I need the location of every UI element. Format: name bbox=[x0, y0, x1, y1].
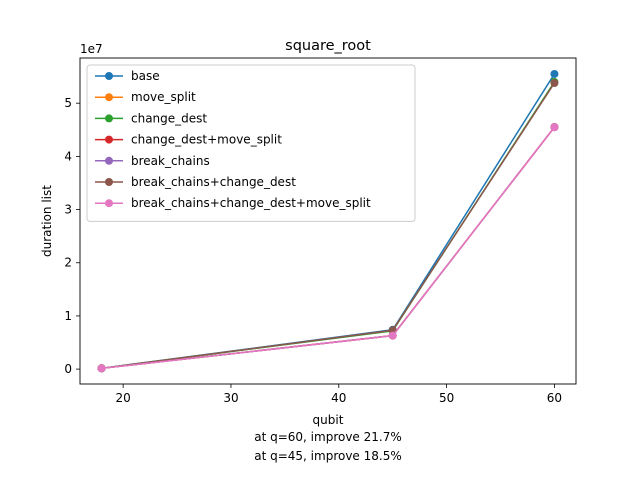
legend-marker bbox=[105, 135, 113, 144]
y-axis-offset-label: 1e7 bbox=[80, 42, 103, 56]
legend-label: break_chains bbox=[131, 154, 210, 168]
x-tick-label: 50 bbox=[439, 391, 454, 405]
legend-item: break_chains+change_dest+move_split bbox=[95, 196, 371, 210]
x-tick-label: 20 bbox=[115, 391, 130, 405]
legend-marker bbox=[105, 72, 113, 80]
data-point bbox=[550, 78, 559, 87]
y-tick-label: 5 bbox=[64, 96, 72, 110]
y-tick-label: 2 bbox=[64, 256, 72, 270]
legend-marker bbox=[105, 156, 113, 165]
legend-marker bbox=[105, 178, 113, 186]
annotation-line-2: at q=45, improve 18.5% bbox=[254, 449, 402, 463]
legend-box bbox=[86, 64, 416, 222]
legend-item: move_split bbox=[95, 90, 196, 104]
y-tick-label: 1 bbox=[64, 309, 72, 323]
y-tick-label: 4 bbox=[64, 149, 72, 163]
x-axis: 20 30 40 50 60 bbox=[115, 384, 562, 405]
axes-frame bbox=[79, 57, 577, 385]
legend-label: break_chains+change_dest bbox=[131, 175, 296, 189]
y-axis: 0 1 2 3 4 5 bbox=[64, 96, 80, 376]
legend-item: base bbox=[95, 69, 160, 83]
annotation-line-1: at q=60, improve 21.7% bbox=[254, 430, 402, 444]
legend-label: base bbox=[131, 69, 160, 83]
x-axis-label: qubit bbox=[313, 413, 344, 427]
legend-item: change_dest bbox=[95, 111, 207, 125]
x-tick-label: 60 bbox=[547, 391, 562, 405]
data-point bbox=[388, 331, 397, 340]
legend-label: change_dest+move_split bbox=[131, 133, 282, 147]
legend-label: break_chains+change_dest+move_split bbox=[131, 196, 371, 210]
legend-marker bbox=[105, 114, 113, 123]
x-tick-label: 40 bbox=[331, 391, 346, 405]
legend-item: change_dest+move_split bbox=[95, 133, 282, 147]
legend: base move_split change_dest change_dest+mov… bbox=[86, 64, 416, 222]
legend-item: break_chains bbox=[95, 154, 210, 168]
y-tick-label: 0 bbox=[64, 362, 72, 376]
legend-item: break_chains+change_dest bbox=[95, 175, 296, 189]
data-point bbox=[550, 123, 559, 132]
legend-label: move_split bbox=[131, 90, 196, 104]
legend-label: change_dest bbox=[131, 111, 207, 125]
plot-area bbox=[97, 69, 559, 373]
y-axis-label: duration list bbox=[40, 185, 54, 257]
legend-marker bbox=[105, 93, 113, 102]
y-tick-label: 3 bbox=[64, 203, 72, 217]
series-6 bbox=[97, 123, 559, 373]
legend-marker bbox=[105, 199, 113, 208]
data-point bbox=[97, 364, 106, 373]
x-tick-label: 30 bbox=[223, 391, 238, 405]
data-point bbox=[550, 69, 559, 78]
chart-title: square_root bbox=[285, 38, 371, 54]
